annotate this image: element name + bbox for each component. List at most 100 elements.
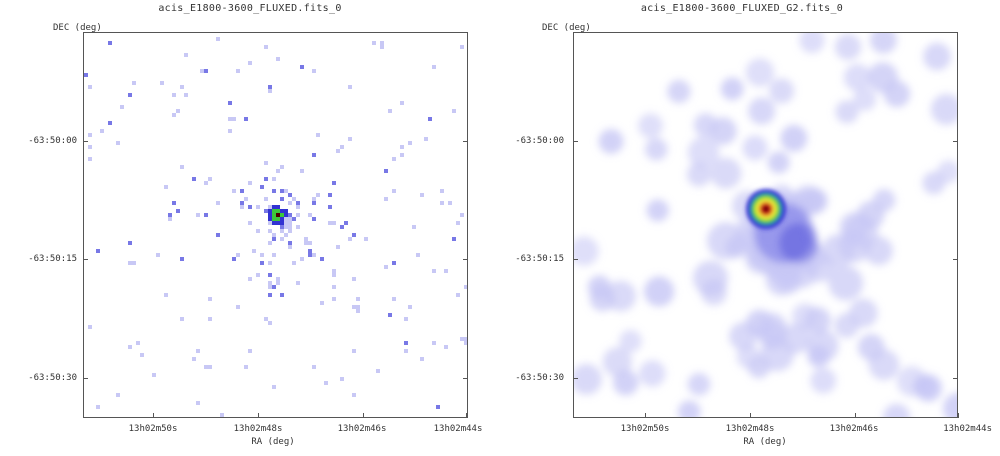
smoothed-blob — [667, 79, 691, 104]
event-pixel — [456, 293, 460, 297]
smoothed-blob — [806, 329, 839, 363]
event-pixel — [168, 213, 172, 217]
event-pixel — [88, 157, 92, 161]
event-pixel — [172, 113, 176, 117]
event-pixel — [424, 137, 428, 141]
event-pixel — [348, 137, 352, 141]
event-pixel — [464, 341, 467, 345]
source-pixel — [272, 205, 276, 209]
source-pixel — [276, 209, 280, 213]
right-ytick-label: -63:50:00 — [515, 136, 564, 146]
smoothed-blob — [706, 222, 745, 260]
event-pixel — [268, 285, 272, 289]
event-pixel — [160, 81, 164, 85]
event-pixel — [116, 141, 120, 145]
event-pixel — [352, 393, 356, 397]
right-ytick-mark — [953, 378, 958, 379]
event-pixel — [388, 417, 392, 418]
event-pixel — [296, 213, 300, 217]
event-pixel — [248, 349, 252, 353]
smoothed-blob — [638, 360, 666, 387]
right-xtick-mark — [855, 413, 856, 418]
event-pixel — [284, 217, 288, 221]
smoothed-blob — [574, 236, 599, 266]
event-pixel — [268, 273, 272, 277]
event-pixel — [288, 217, 292, 221]
event-pixel — [352, 305, 356, 309]
event-pixel — [348, 85, 352, 89]
left-panel-title: acis_E1800-3600_FLUXED.fits_0 — [158, 3, 342, 14]
event-pixel — [308, 241, 312, 245]
event-pixel — [200, 69, 204, 73]
event-pixel — [284, 225, 288, 229]
right-x-axis-title: RA (deg) — [743, 437, 787, 447]
left-image-canvas[interactable] — [83, 32, 468, 418]
event-pixel — [408, 141, 412, 145]
event-pixel — [264, 209, 268, 213]
event-pixel — [260, 261, 264, 265]
event-pixel — [164, 185, 168, 189]
event-pixel — [276, 277, 280, 281]
left-ytick-mark — [463, 378, 468, 379]
event-pixel — [248, 205, 252, 209]
smoothed-blob — [942, 392, 957, 417]
event-pixel — [140, 353, 144, 357]
event-pixel — [420, 357, 424, 361]
event-pixel — [164, 293, 168, 297]
left-ytick-mark — [463, 141, 468, 142]
right-panel-title: acis_E1800-3600_FLUXED_G2.fits_0 — [640, 3, 844, 14]
event-pixel — [304, 237, 308, 241]
smoothed-blob — [914, 374, 943, 402]
left-x-axis-title: RA (deg) — [251, 437, 295, 447]
source-core — [762, 205, 770, 213]
event-pixel — [268, 293, 272, 297]
event-pixel — [268, 229, 272, 233]
event-pixel — [284, 233, 288, 237]
source-pixel — [280, 221, 284, 225]
event-pixel — [256, 229, 260, 233]
right-image-canvas[interactable] — [573, 32, 958, 418]
event-pixel — [180, 85, 184, 89]
event-pixel — [136, 341, 140, 345]
event-pixel — [264, 197, 268, 201]
source-pixel — [268, 209, 272, 213]
event-pixel — [196, 401, 200, 405]
event-pixel — [432, 341, 436, 345]
right-ytick-mark — [953, 141, 958, 142]
event-pixel — [272, 177, 276, 181]
event-pixel — [332, 297, 336, 301]
event-pixel — [176, 109, 180, 113]
event-pixel — [268, 205, 272, 209]
event-pixel — [284, 221, 288, 225]
event-pixel — [400, 145, 404, 149]
event-pixel — [392, 157, 396, 161]
event-pixel — [252, 249, 256, 253]
event-pixel — [292, 197, 296, 201]
event-pixel — [96, 249, 100, 253]
smoothed-blob — [644, 137, 668, 161]
event-pixel — [84, 73, 88, 77]
smoothed-blob — [598, 128, 624, 154]
event-pixel — [280, 225, 284, 229]
event-pixel — [356, 305, 360, 309]
source-pixel — [272, 217, 276, 221]
event-pixel — [384, 265, 388, 269]
event-pixel — [344, 221, 348, 225]
event-pixel — [180, 317, 184, 321]
event-pixel — [312, 153, 316, 157]
event-pixel — [204, 181, 208, 185]
smoothed-blob — [602, 347, 633, 377]
right-xtick-label: 13h02m48s — [725, 424, 775, 434]
event-pixel — [268, 221, 272, 225]
event-pixel — [316, 193, 320, 197]
event-pixel — [248, 221, 252, 225]
event-pixel — [176, 209, 180, 213]
smoothed-blob — [853, 87, 877, 111]
event-pixel — [404, 317, 408, 321]
left-ytick-label: -63:50:15 — [28, 254, 77, 264]
event-pixel — [332, 269, 336, 273]
event-pixel — [340, 145, 344, 149]
event-pixel — [328, 221, 332, 225]
smoothed-blob — [646, 199, 669, 222]
event-pixel — [408, 305, 412, 309]
